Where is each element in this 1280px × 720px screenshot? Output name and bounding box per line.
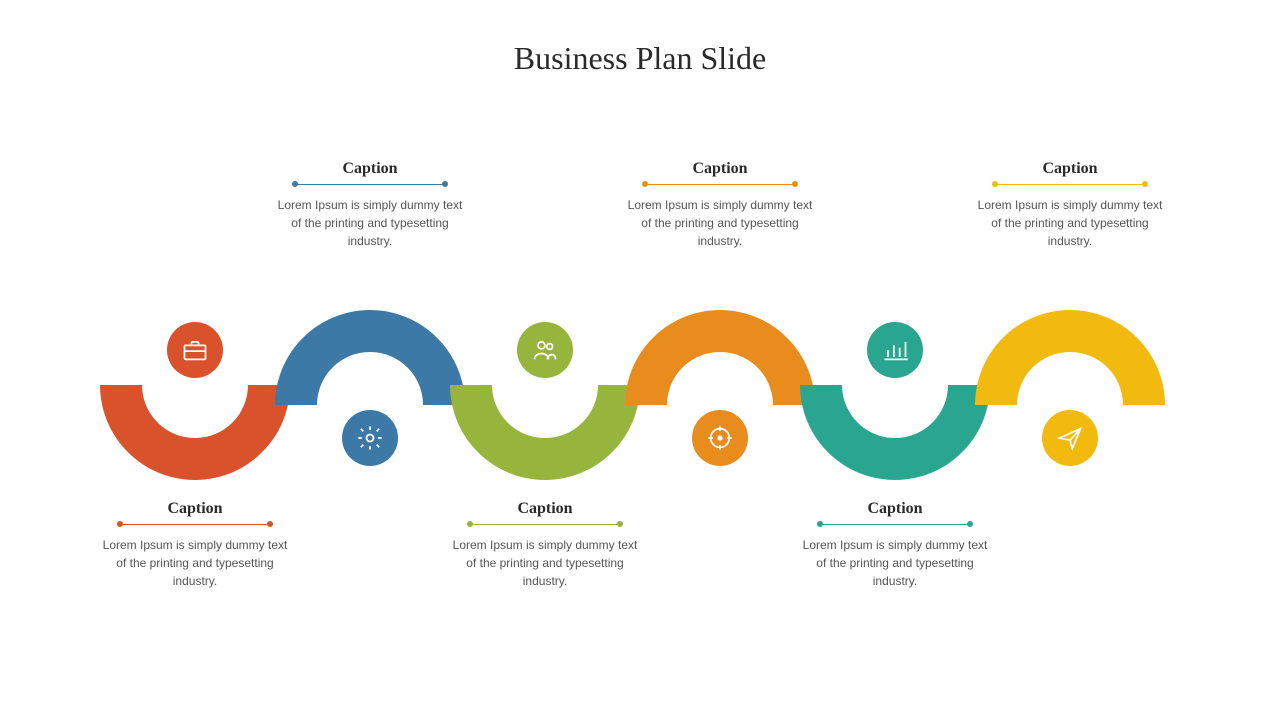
caption-body: Lorem Ipsum is simply dummy text of the … bbox=[975, 196, 1165, 250]
plane-icon bbox=[1042, 410, 1098, 466]
caption-divider bbox=[120, 524, 270, 526]
caption-block-1: Caption .cb1::before,.cb1::after{backgro… bbox=[275, 160, 465, 250]
caption-body: Lorem Ipsum is simply dummy text of the … bbox=[800, 536, 990, 590]
caption-block-5: Caption Lorem Ipsum is simply dummy text… bbox=[975, 160, 1165, 250]
caption-title: Caption bbox=[800, 500, 990, 518]
wave-infographic bbox=[100, 310, 1180, 480]
caption-block-0: Caption Lorem Ipsum is simply dummy text… bbox=[100, 500, 290, 590]
caption-title: Caption bbox=[975, 160, 1165, 178]
caption-title: Caption bbox=[275, 160, 465, 178]
chart-icon bbox=[867, 322, 923, 378]
wave-arc-2 bbox=[450, 385, 640, 480]
caption-divider bbox=[470, 524, 620, 526]
people-icon bbox=[517, 322, 573, 378]
wave-arc-0 bbox=[100, 385, 290, 480]
caption-title: Caption bbox=[625, 160, 815, 178]
briefcase-icon bbox=[167, 322, 223, 378]
wave-arc-4 bbox=[800, 385, 990, 480]
caption-body: Lorem Ipsum is simply dummy text of the … bbox=[100, 536, 290, 590]
wave-arc-3 bbox=[625, 310, 815, 405]
caption-body: Lorem Ipsum is simply dummy text of the … bbox=[450, 536, 640, 590]
slide-title: Business Plan Slide bbox=[0, 40, 1280, 77]
wave-arc-1 bbox=[275, 310, 465, 405]
caption-title: Caption bbox=[450, 500, 640, 518]
gear-icon bbox=[342, 410, 398, 466]
caption-divider bbox=[645, 184, 795, 186]
target-icon bbox=[692, 410, 748, 466]
caption-divider bbox=[995, 184, 1145, 186]
caption-divider: .cb1::before,.cb1::after{background:#3d7… bbox=[295, 184, 445, 186]
caption-block-2: Caption Lorem Ipsum is simply dummy text… bbox=[450, 500, 640, 590]
caption-block-4: Caption Lorem Ipsum is simply dummy text… bbox=[800, 500, 990, 590]
caption-body: Lorem Ipsum is simply dummy text of the … bbox=[275, 196, 465, 250]
caption-body: Lorem Ipsum is simply dummy text of the … bbox=[625, 196, 815, 250]
caption-block-3: Caption Lorem Ipsum is simply dummy text… bbox=[625, 160, 815, 250]
caption-title: Caption bbox=[100, 500, 290, 518]
wave-arc-5 bbox=[975, 310, 1165, 405]
caption-divider bbox=[820, 524, 970, 526]
